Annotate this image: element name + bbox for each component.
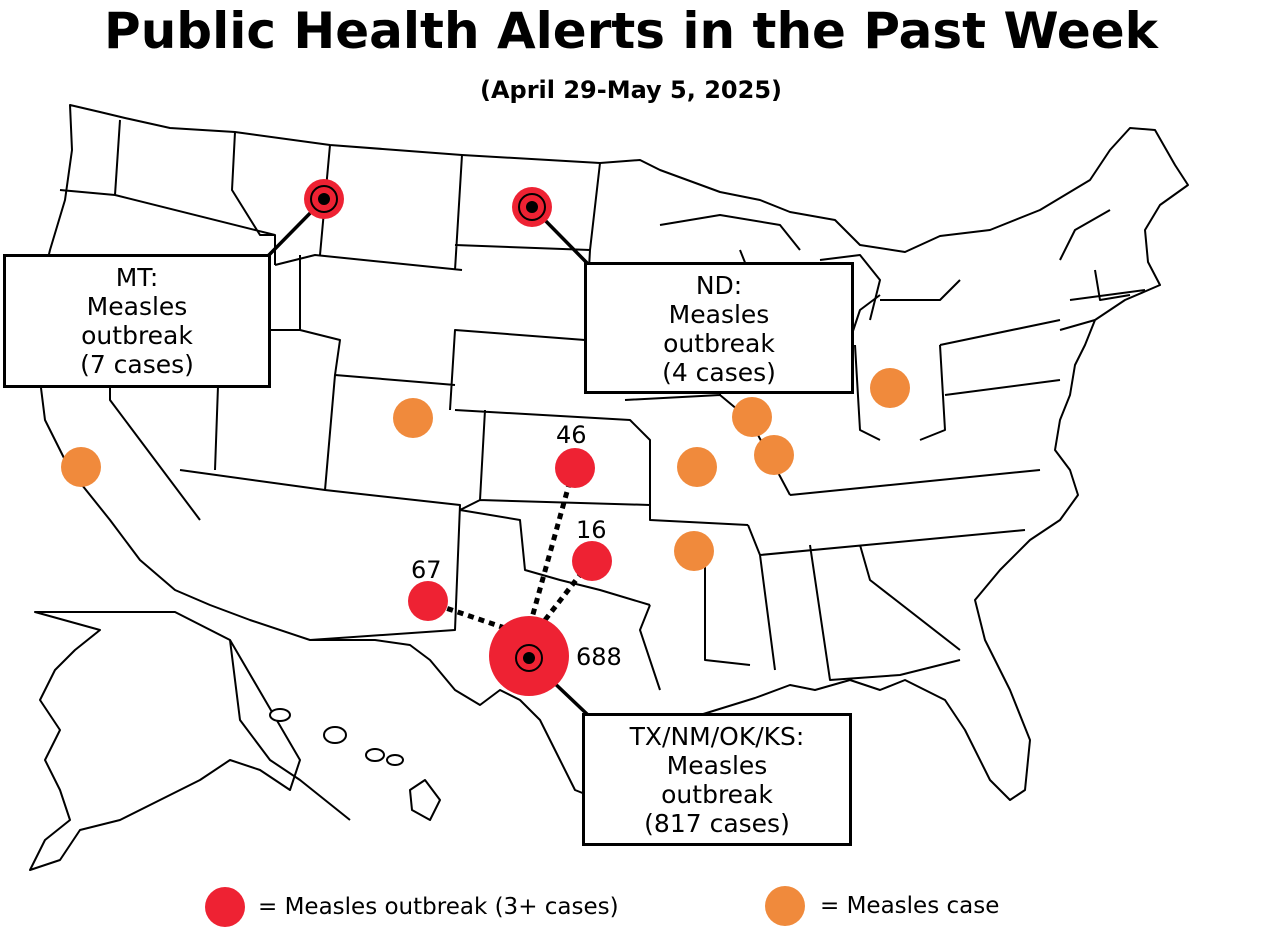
hawaii-island-5 xyxy=(409,779,441,821)
case-dot-co xyxy=(393,398,433,438)
case-dot-mo xyxy=(677,447,717,487)
state-outlines xyxy=(29,104,1189,871)
outbreak-dot-nm xyxy=(408,581,448,621)
outbreak-dot-ks xyxy=(555,448,595,488)
count-new-mexico: 67 xyxy=(411,556,442,584)
callout-mt-cases: (7 cases) xyxy=(80,350,194,379)
outbreak-dot-tx-ring xyxy=(515,644,543,672)
legend-outbreak-label: = Measles outbreak (3+ cases) xyxy=(258,894,619,920)
outbreak-dot-tx-center xyxy=(523,652,535,664)
map-subtitle: (April 29-May 5, 2025) xyxy=(479,76,782,104)
callout-nd-line1: Measles xyxy=(668,300,770,329)
outbreak-markers xyxy=(304,179,612,696)
count-oklahoma: 16 xyxy=(576,516,607,544)
outbreak-dot-nd-center xyxy=(526,201,538,213)
hawaii-island-1 xyxy=(269,708,291,722)
hawaii-island-4 xyxy=(386,754,404,766)
map-title: Public Health Alerts in the Past Week xyxy=(104,2,1158,60)
case-dot-ca xyxy=(61,447,101,487)
legend-outbreak-dot xyxy=(205,887,245,927)
callout-tx: TX/NM/OK/KS: Measles outbreak (817 cases… xyxy=(582,713,852,846)
callout-nd: ND: Measles outbreak (4 cases) xyxy=(584,262,854,394)
case-dot-oh xyxy=(870,368,910,408)
case-markers xyxy=(61,368,910,571)
outbreak-dot-nd-ring xyxy=(518,193,546,221)
case-dot-il-north xyxy=(732,397,772,437)
count-texas: 688 xyxy=(576,643,622,671)
legend-case-label: = Measles case xyxy=(820,893,1000,919)
outbreak-dot-mt-center xyxy=(318,193,330,205)
outbreak-dot-mt-ring xyxy=(310,185,338,213)
callout-mt-line1: Measles xyxy=(86,292,188,321)
hawaii-island-2 xyxy=(323,726,347,744)
callout-nd-line2: outbreak xyxy=(663,329,775,358)
link-tx-ks xyxy=(527,469,576,626)
callout-tx-state: TX/NM/OK/KS: xyxy=(629,722,805,751)
callout-mt: MT: Measles outbreak (7 cases) xyxy=(3,254,271,388)
callout-mt-line2: outbreak xyxy=(81,321,193,350)
legend-case-dot xyxy=(765,886,805,926)
alaska-panhandle xyxy=(229,639,351,821)
callout-tx-line2: outbreak xyxy=(661,780,773,809)
alaska-outline xyxy=(29,611,301,871)
case-dot-ar xyxy=(674,531,714,571)
case-dot-il-south xyxy=(754,435,794,475)
callout-nd-cases: (4 cases) xyxy=(662,358,776,387)
outbreak-dot-ok xyxy=(572,541,612,581)
callout-nd-state: ND: xyxy=(695,271,743,300)
count-kansas: 46 xyxy=(556,421,587,449)
hawaii-island-3 xyxy=(365,748,385,762)
callout-tx-cases: (817 cases) xyxy=(644,809,790,838)
link-tx-ok xyxy=(543,560,592,622)
callout-mt-state: MT: xyxy=(115,263,159,292)
callout-tx-line1: Measles xyxy=(666,751,768,780)
